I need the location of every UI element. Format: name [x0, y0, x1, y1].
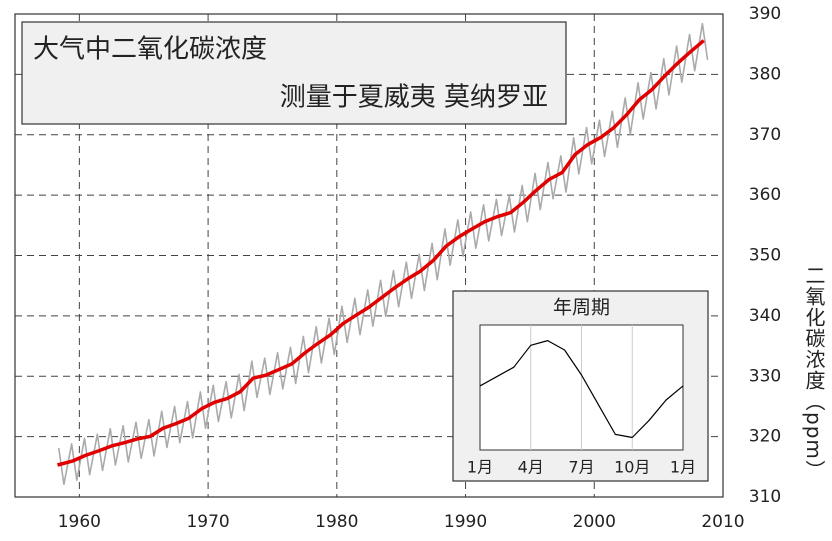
y-tick-label: 380 — [749, 64, 781, 84]
title-box — [21, 21, 567, 125]
y-tick-label: 340 — [749, 306, 781, 326]
y-tick-label: 350 — [749, 246, 781, 266]
inset-x-tick-label: 4月 — [518, 458, 544, 477]
inset-title: 年周期 — [553, 297, 610, 319]
y-tick-label: 390 — [749, 4, 781, 24]
plot-border — [14, 13, 724, 498]
x-tick-label: 1990 — [444, 512, 487, 532]
data-line — [479, 340, 684, 439]
y-axis-label: 二氧化碳浓度（ppm） — [802, 265, 826, 481]
inset-x-tick-label: 7月 — [568, 458, 594, 477]
x-tick-label: 2010 — [701, 512, 744, 532]
chart-title: 大气中二氧化碳浓度 — [33, 35, 267, 65]
y-tick-label: 310 — [749, 487, 781, 507]
x-tick-label: 1960 — [58, 512, 101, 532]
x-tick-label: 1970 — [186, 512, 229, 532]
y-tick-label: 360 — [749, 185, 781, 205]
data-line — [57, 39, 705, 467]
inset-x-tick-label: 10月 — [614, 458, 650, 477]
y-tick-label: 320 — [749, 427, 781, 447]
chart-subtitle: 测量于夏威夷 莫纳罗亚 — [280, 83, 548, 113]
inset-x-tick-label: 1月 — [670, 458, 696, 477]
x-tick-label: 2000 — [573, 512, 616, 532]
y-tick-label: 330 — [749, 366, 781, 386]
x-tick-label: 1980 — [315, 512, 358, 532]
y-tick-label: 370 — [749, 125, 781, 145]
inset-x-tick-label: 1月 — [467, 458, 493, 477]
